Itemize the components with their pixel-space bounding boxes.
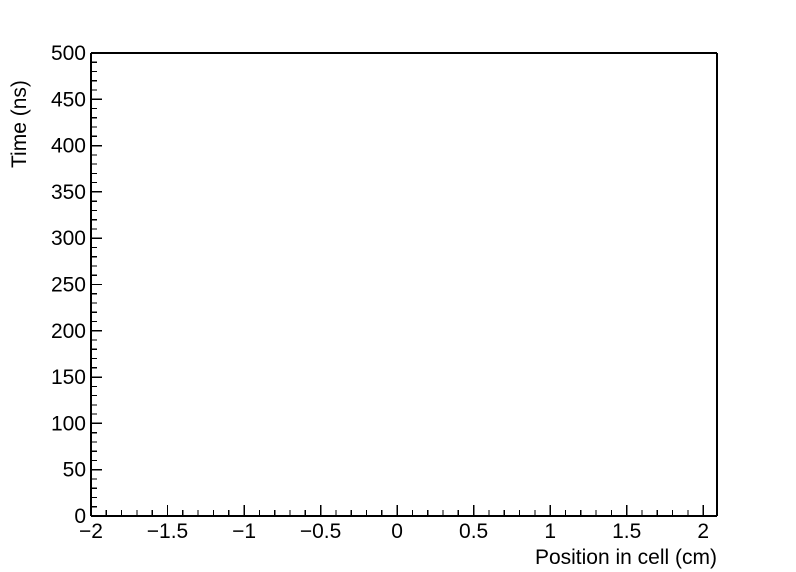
x-axis-title: Position in cell (cm) xyxy=(535,546,717,569)
x-axis-tick-labels: −2 −1.5 −1 −0.5 0 0.5 1 1.5 2 xyxy=(79,520,709,543)
y-tick-label: 0 xyxy=(74,505,86,528)
x-tick-label: 0 xyxy=(391,520,403,543)
y-tick-label: 100 xyxy=(51,412,86,435)
y-tick-label: 200 xyxy=(51,320,86,343)
x-axis-ticks xyxy=(90,505,704,516)
x-tick-label: −1.5 xyxy=(147,520,188,543)
x-tick-label: 1.5 xyxy=(612,520,641,543)
x-tick-label: −1 xyxy=(232,520,256,543)
y-tick-label: 150 xyxy=(51,366,86,389)
x-tick-label: 1 xyxy=(544,520,556,543)
y-tick-label: 250 xyxy=(51,274,86,297)
plot-area[interactable] xyxy=(91,53,717,516)
x-tick-label: −2 xyxy=(79,520,103,543)
y-axis-title: Time (ns) xyxy=(8,80,31,168)
x-tick-label: 0.5 xyxy=(459,520,488,543)
x-tick-label: −0.5 xyxy=(300,520,341,543)
y-axis-ticks xyxy=(91,52,102,517)
axes-frame xyxy=(90,52,718,517)
y-tick-label: 450 xyxy=(51,88,86,111)
y-tick-label: 400 xyxy=(51,135,86,158)
y-tick-label: 500 xyxy=(51,42,86,65)
x-tick-label: 2 xyxy=(697,520,709,543)
y-axis-tick-labels: 0 50 100 150 200 250 300 350 400 450 500 xyxy=(51,42,86,528)
y-tick-label: 50 xyxy=(63,459,86,482)
y-tick-label: 350 xyxy=(51,181,86,204)
y-tick-label: 300 xyxy=(51,227,86,250)
